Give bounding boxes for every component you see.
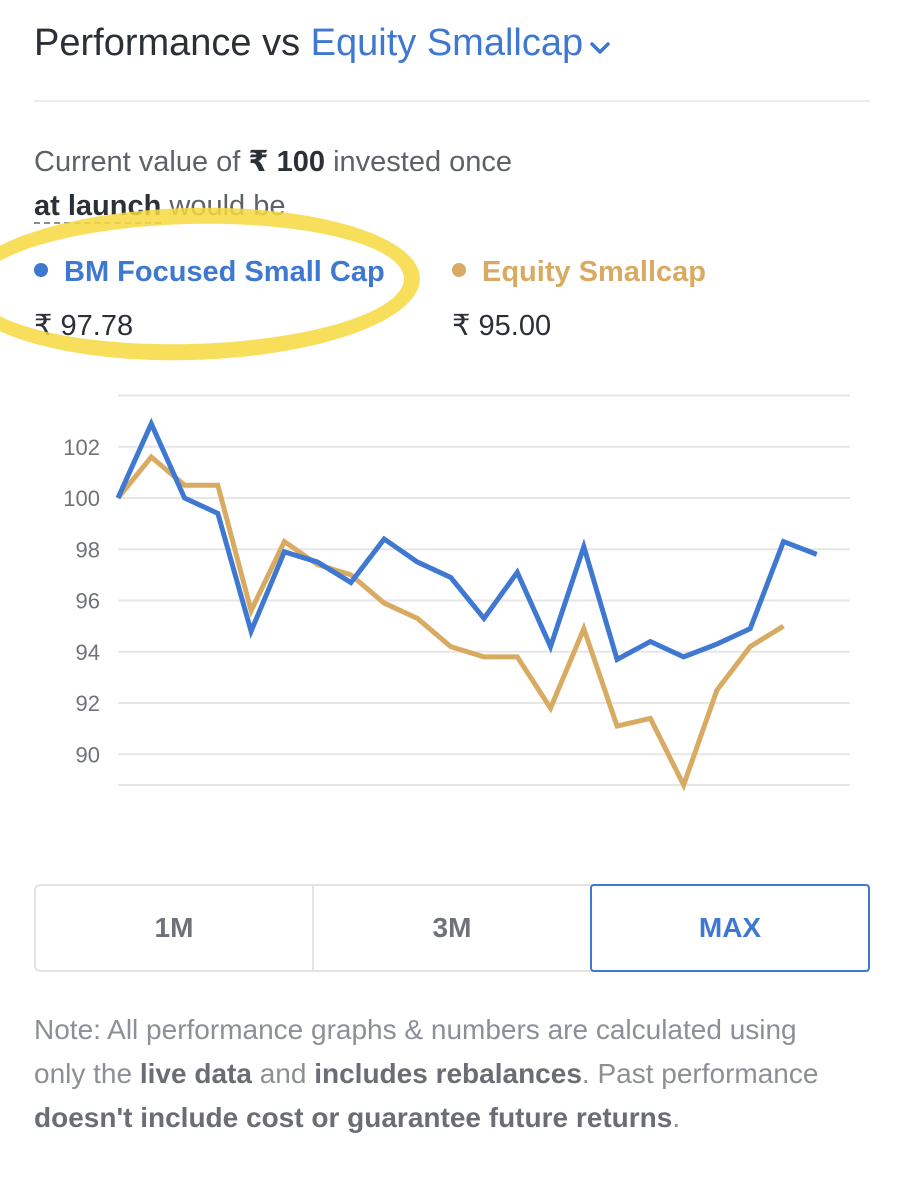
note-no-guarantee: doesn't include cost or guarantee future… bbox=[34, 1102, 673, 1133]
performance-chart: 90 92 94 96 98 100 102 bbox=[63, 394, 850, 792]
y-tick-label: 90 bbox=[76, 742, 100, 767]
note-end: . bbox=[672, 1102, 681, 1133]
y-tick-label: 92 bbox=[76, 691, 100, 716]
disclaimer-note: Note: All performance graphs & numbers a… bbox=[34, 1008, 854, 1140]
note-past-performance: . Past performance bbox=[581, 1058, 819, 1089]
fund-dot-icon bbox=[34, 263, 48, 278]
legend-benchmark-name: Equity Smallcap bbox=[482, 256, 707, 288]
title-prefix: Performance vs bbox=[34, 22, 301, 64]
intro-line1-start: Current value of bbox=[34, 146, 241, 178]
legend-fund-name: BM Focused Small Cap bbox=[64, 256, 385, 288]
legend-benchmark: Equity Smallcap bbox=[452, 256, 706, 289]
benchmark-label: Equity Smallcap bbox=[310, 22, 584, 64]
fund-value: ₹ 97.78 bbox=[34, 310, 134, 342]
intro-line2-end: would be bbox=[169, 190, 286, 222]
legend-fund: BM Focused Small Cap bbox=[34, 256, 385, 289]
benchmark-dot-icon bbox=[452, 263, 466, 278]
period-1m-button[interactable]: 1M bbox=[154, 912, 194, 943]
y-tick-label: 98 bbox=[76, 537, 100, 562]
intro-amount: 100 bbox=[276, 146, 326, 178]
note-rebalances: includes rebalances bbox=[314, 1058, 582, 1089]
intro-currency: ₹ bbox=[248, 146, 269, 178]
note-prefix: Note: All performance graphs & numbers a… bbox=[34, 1014, 797, 1089]
note-and: and bbox=[259, 1058, 307, 1089]
chevron-down-icon bbox=[589, 23, 611, 66]
page-title: Performance vs Equity Smallcap bbox=[34, 22, 611, 66]
period-3m-button[interactable]: 3M bbox=[312, 886, 590, 970]
benchmark-value: ₹ 95.00 bbox=[452, 310, 552, 342]
intro-line1-end: invested once bbox=[333, 146, 513, 178]
intro-text: Current value of ₹ 100 invested once at … bbox=[34, 140, 794, 228]
period-selector: 1M 3M MAX bbox=[34, 884, 870, 972]
y-tick-label: 102 bbox=[63, 435, 100, 460]
y-tick-label: 100 bbox=[63, 486, 100, 511]
launch-tooltip-trigger[interactable]: at launch bbox=[34, 190, 162, 224]
period-max-button[interactable]: MAX bbox=[590, 884, 870, 972]
series-line-equity-smallcap bbox=[116, 453, 785, 792]
y-tick-label: 96 bbox=[76, 589, 100, 614]
note-live-data: live data bbox=[139, 1058, 252, 1089]
header-divider bbox=[34, 100, 870, 102]
y-tick-label: 94 bbox=[76, 640, 100, 665]
benchmark-selector[interactable]: Equity Smallcap bbox=[311, 22, 611, 64]
series-line-bm-focused-small-cap bbox=[115, 417, 818, 664]
